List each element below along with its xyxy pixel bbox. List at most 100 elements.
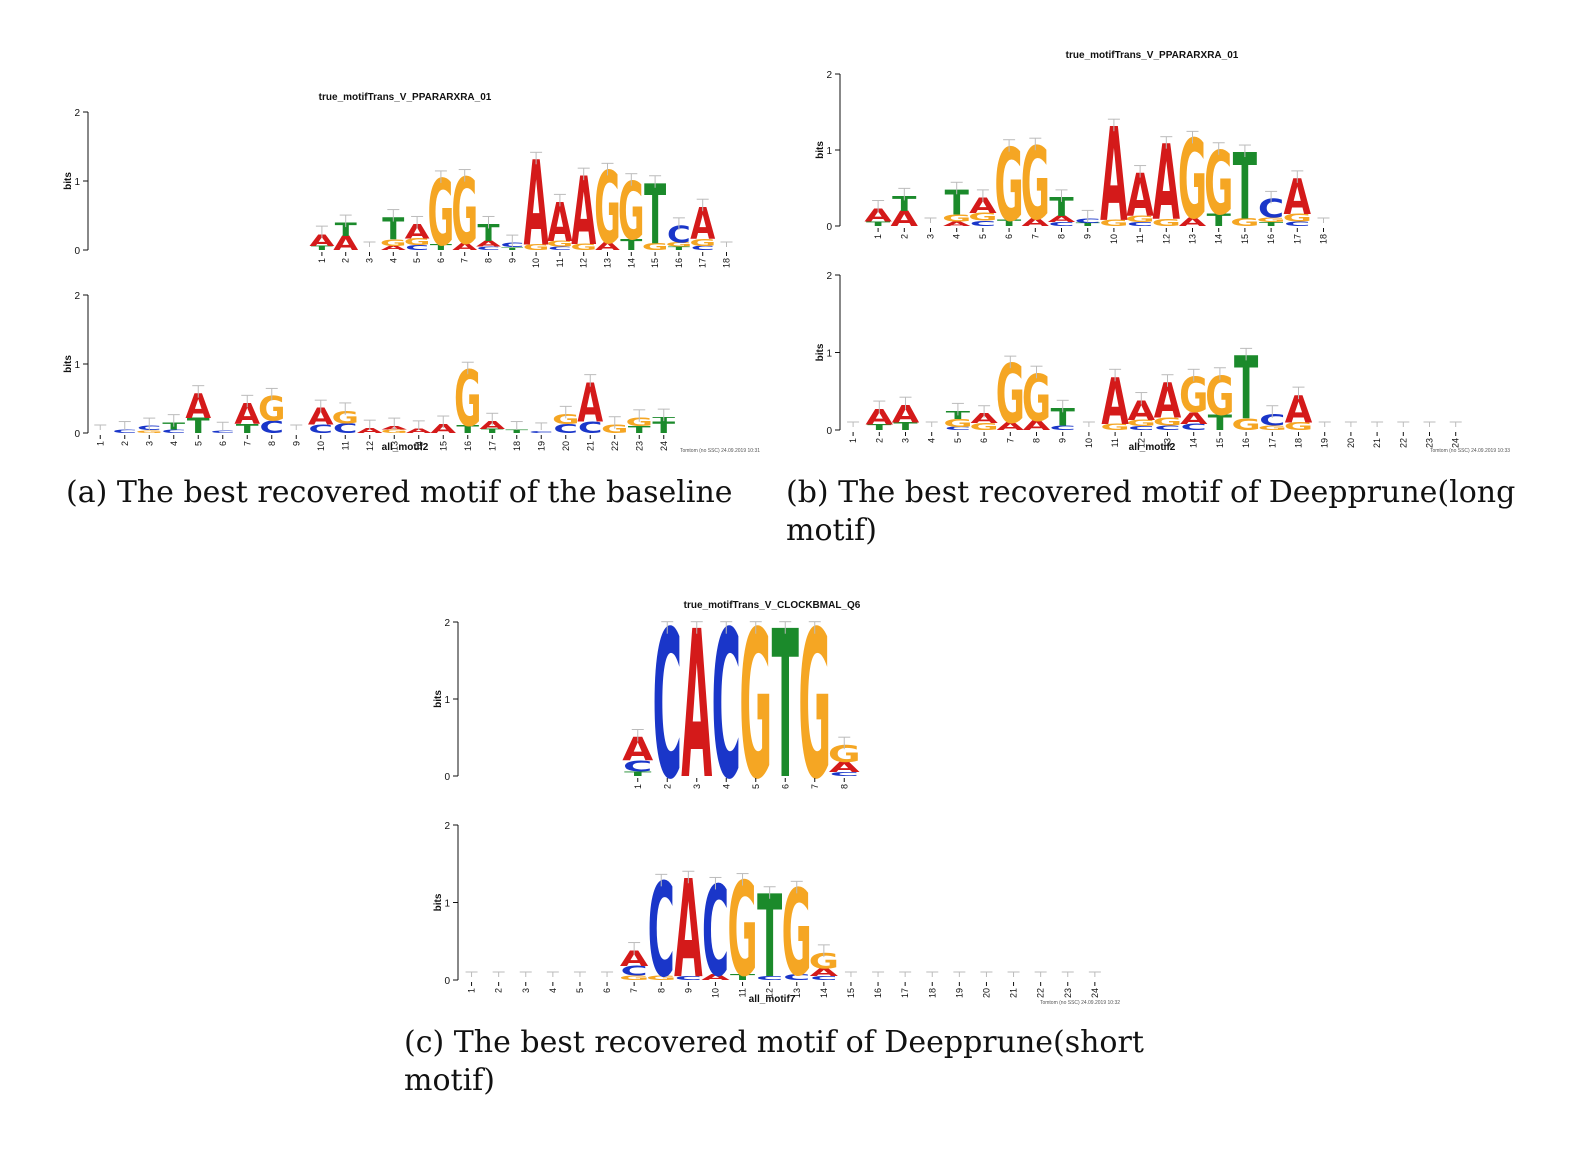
logo-letter: G [1099,218,1128,228]
x-tick-label: 11 [1110,438,1120,447]
logo-letter: G [1153,416,1182,428]
logo-letter: C [548,246,572,251]
logo-letter: C [1284,220,1310,227]
x-axis-label: all_motif2 [382,442,429,453]
logo-letter: G [1232,415,1261,434]
y-tick-label: 0 [444,976,450,987]
x-tick-label: 9 [1083,234,1093,239]
logo-letter: T [505,429,529,435]
logo-letter: G [1152,218,1181,229]
x-axis-label: all_motif7 [749,994,796,1005]
logo-letter: T [335,220,357,241]
y-tick-label: 1 [444,695,450,706]
logo-letter: G [1283,212,1312,224]
x-tick-label: 12 [765,988,775,998]
x-tick-label: 18 [1319,234,1329,244]
logo-letter: T [946,410,970,422]
x-tick-label: 2 [341,258,351,263]
logo-letter: T [501,247,523,251]
logo-letter: G [381,429,408,435]
logo-letter: A [430,422,456,436]
logo-letter: C [623,758,652,775]
logo-letter: T [1259,221,1284,227]
logo-letter: G [1230,217,1259,229]
x-tick-label: 5 [575,988,585,993]
x-tick-label: 3 [692,784,702,789]
figure-a-logo-top: true_motifTrans_V_PPARARXRA_01 0 1 2 bits T A 1… [0,0,780,290]
x-tick-label: 16 [1241,438,1251,448]
logo-letter: A [1023,418,1051,433]
logo-letter: C [1127,221,1153,227]
x-tick-label: 23 [634,441,644,451]
logo-title: true_motifTrans_V_PPARARXRA_01 [1066,50,1239,61]
logo-letter: A [701,973,730,982]
x-tick-label: 15 [650,258,660,268]
x-tick-label: 22 [1398,438,1408,448]
logo-letter: G [404,236,431,247]
logo-letter: G [626,415,653,428]
x-tick-label: 4 [388,258,398,263]
x-tick-label: 12 [365,441,375,451]
x-tick-label: 19 [1320,438,1330,448]
caption-b: (b) The best recovered motif of Deepprun… [786,474,1566,550]
y-tick-label: 0 [826,426,832,437]
caption-c-line2: motif) [404,1063,495,1098]
x-tick-label: 8 [1057,234,1067,239]
y-tick-label: 2 [826,70,832,81]
x-tick-label: 13 [1188,234,1198,244]
logo-letter: A [406,428,432,435]
x-tick-label: 6 [780,784,790,789]
x-tick-label: 17 [1292,234,1302,244]
x-tick-label: 12 [1161,234,1171,244]
logo-letter: T [644,167,666,263]
y-tick-label: 0 [74,246,80,257]
y-tick-label: 0 [74,429,80,440]
logo-letter: C [756,975,783,981]
x-tick-label: 20 [981,988,991,998]
logo-letter: G [619,974,649,982]
logo-letter: T [1076,222,1101,227]
logo-letter: C [945,426,971,431]
y-axis-label: bits [815,141,826,159]
x-tick-label: 11 [555,258,565,267]
seqlogo-c-top: true_motifTrans_V_CLOCKBMAL_Q6012bitsTCA… [433,587,861,824]
logo-letter: C [970,219,996,228]
x-tick-label: 18 [1294,438,1304,448]
logo-letter: A [864,205,892,226]
figure-c-logo-top: true_motifTrans_V_CLOCKBMAL_Q6 0 1 2 bits T C A… [420,587,1140,824]
x-tick-label: 11 [738,988,748,997]
x-tick-label: 17 [487,441,497,451]
logo-letter: T [1208,410,1232,435]
x-tick-label: 4 [952,234,962,239]
logo-letter: T [187,413,210,438]
x-tick-label: 16 [674,258,684,268]
y-tick-label: 0 [444,772,450,783]
logo-letter: C [1259,410,1285,429]
x-tick-label: 16 [463,441,473,451]
x-tick-label: 11 [1135,234,1145,243]
x-tick-label: 13 [389,441,399,451]
y-tick-label: 2 [74,291,80,302]
logo-letter: C [309,422,333,435]
x-tick-label: 15 [1240,234,1250,244]
y-axis-label: bits [433,893,444,911]
logo-letter: T [652,416,676,423]
logo-letter: A [309,231,334,250]
logo-letter: T [866,220,891,227]
x-tick-label: 17 [900,988,910,998]
logo-letter: G [332,408,359,428]
logo-letter: C [1050,424,1076,432]
y-axis-label: bits [63,172,74,190]
logo-letter: T [893,421,917,433]
x-tick-label: 16 [1266,234,1276,244]
x-tick-label: 4 [721,784,731,789]
logo-letter: C [1154,424,1180,432]
logo-letter: T [652,419,675,438]
x-tick-label: 23 [1425,438,1435,448]
x-tick-label: 1 [848,438,858,443]
logo-letter: A [970,411,998,426]
x-tick-label: 14 [1214,234,1224,244]
x-tick-label: 1 [317,258,327,263]
logo-letter: T [236,422,259,436]
